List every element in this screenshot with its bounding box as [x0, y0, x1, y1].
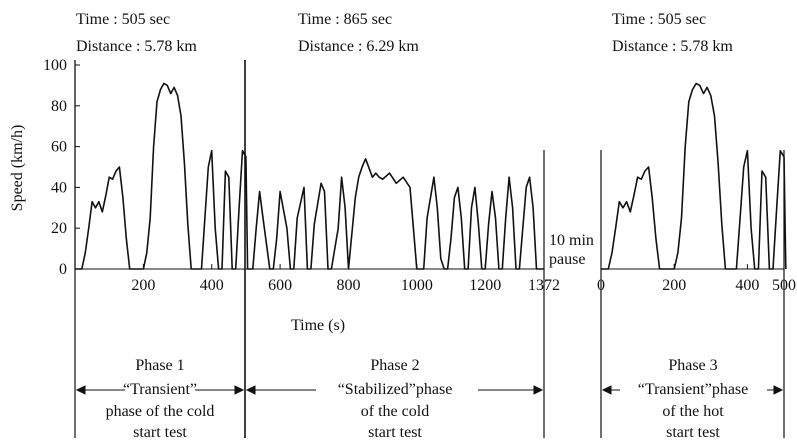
- phase1-line4: start test: [133, 424, 187, 441]
- x-tick-label-400: 400: [200, 277, 224, 294]
- phase1-arrowhead-left: [77, 386, 85, 394]
- phase1-title: Phase 1: [135, 357, 184, 374]
- phase1-line2: “Transient”: [123, 381, 197, 398]
- x-tick-label-hot-500: 500: [772, 277, 796, 294]
- phase3-arrowhead-left: [603, 386, 611, 394]
- phase2-distance-label: Distance : 6.29 km: [298, 38, 419, 55]
- x-tick-label-hot-400: 400: [735, 277, 759, 294]
- phase2-time-label: Time : 865 sec: [298, 11, 392, 28]
- phase3-line2: “Transient”phase: [638, 381, 749, 398]
- x-tick-label-hot-200: 200: [662, 277, 686, 294]
- phase1-arrowhead-right: [235, 386, 243, 394]
- y-axis-label: Speed (km/h): [9, 125, 26, 212]
- phase3-arrowhead-right: [774, 386, 782, 394]
- x-tick-label-200: 200: [131, 277, 155, 294]
- x-tick-label-1000: 1000: [401, 277, 433, 294]
- phase3-time-label: Time : 505 sec: [612, 11, 706, 28]
- phase2-line4: start test: [368, 424, 422, 441]
- phase3-line4: start test: [666, 424, 720, 441]
- pause-label-line1: 10 min: [549, 232, 594, 249]
- y-tick-label-0: 0: [59, 261, 67, 278]
- y-tick-label-100: 100: [43, 57, 67, 74]
- y-tick-label-40: 40: [51, 179, 67, 196]
- phase1-time-label: Time : 505 sec: [76, 11, 170, 28]
- x-axis-label: Time (s): [291, 317, 345, 334]
- phase1-distance-label: Distance : 5.78 km: [76, 38, 197, 55]
- x-tick-label-800: 800: [336, 277, 360, 294]
- phase2-line2: “Stabilized”phase: [338, 381, 453, 398]
- pause-label-line2: pause: [549, 251, 585, 268]
- x-tick-label-1372: 1372: [528, 277, 560, 294]
- y-tick-label-20: 20: [51, 220, 67, 237]
- cold-start-speed-line: [75, 83, 544, 269]
- speed-series: [75, 83, 786, 269]
- phase3-title: Phase 3: [668, 357, 717, 374]
- phase1-line3: phase of the cold: [106, 403, 215, 420]
- phase2-arrowhead-right: [534, 386, 542, 394]
- y-tick-label-80: 80: [51, 98, 67, 115]
- phase3-line3: of the hot: [662, 403, 724, 420]
- phase3-distance-label: Distance : 5.78 km: [612, 38, 733, 55]
- x-tick-label-600: 600: [268, 277, 292, 294]
- x-tick-label-1200: 1200: [469, 277, 501, 294]
- x-tick-label-hot-0: 0: [597, 277, 605, 294]
- hot-start-speed-line: [601, 83, 786, 269]
- phase2-line3: of the cold: [361, 403, 429, 420]
- phase2-arrowhead-left: [247, 386, 255, 394]
- y-tick-label-60: 60: [51, 139, 67, 156]
- phase2-title: Phase 2: [370, 357, 419, 374]
